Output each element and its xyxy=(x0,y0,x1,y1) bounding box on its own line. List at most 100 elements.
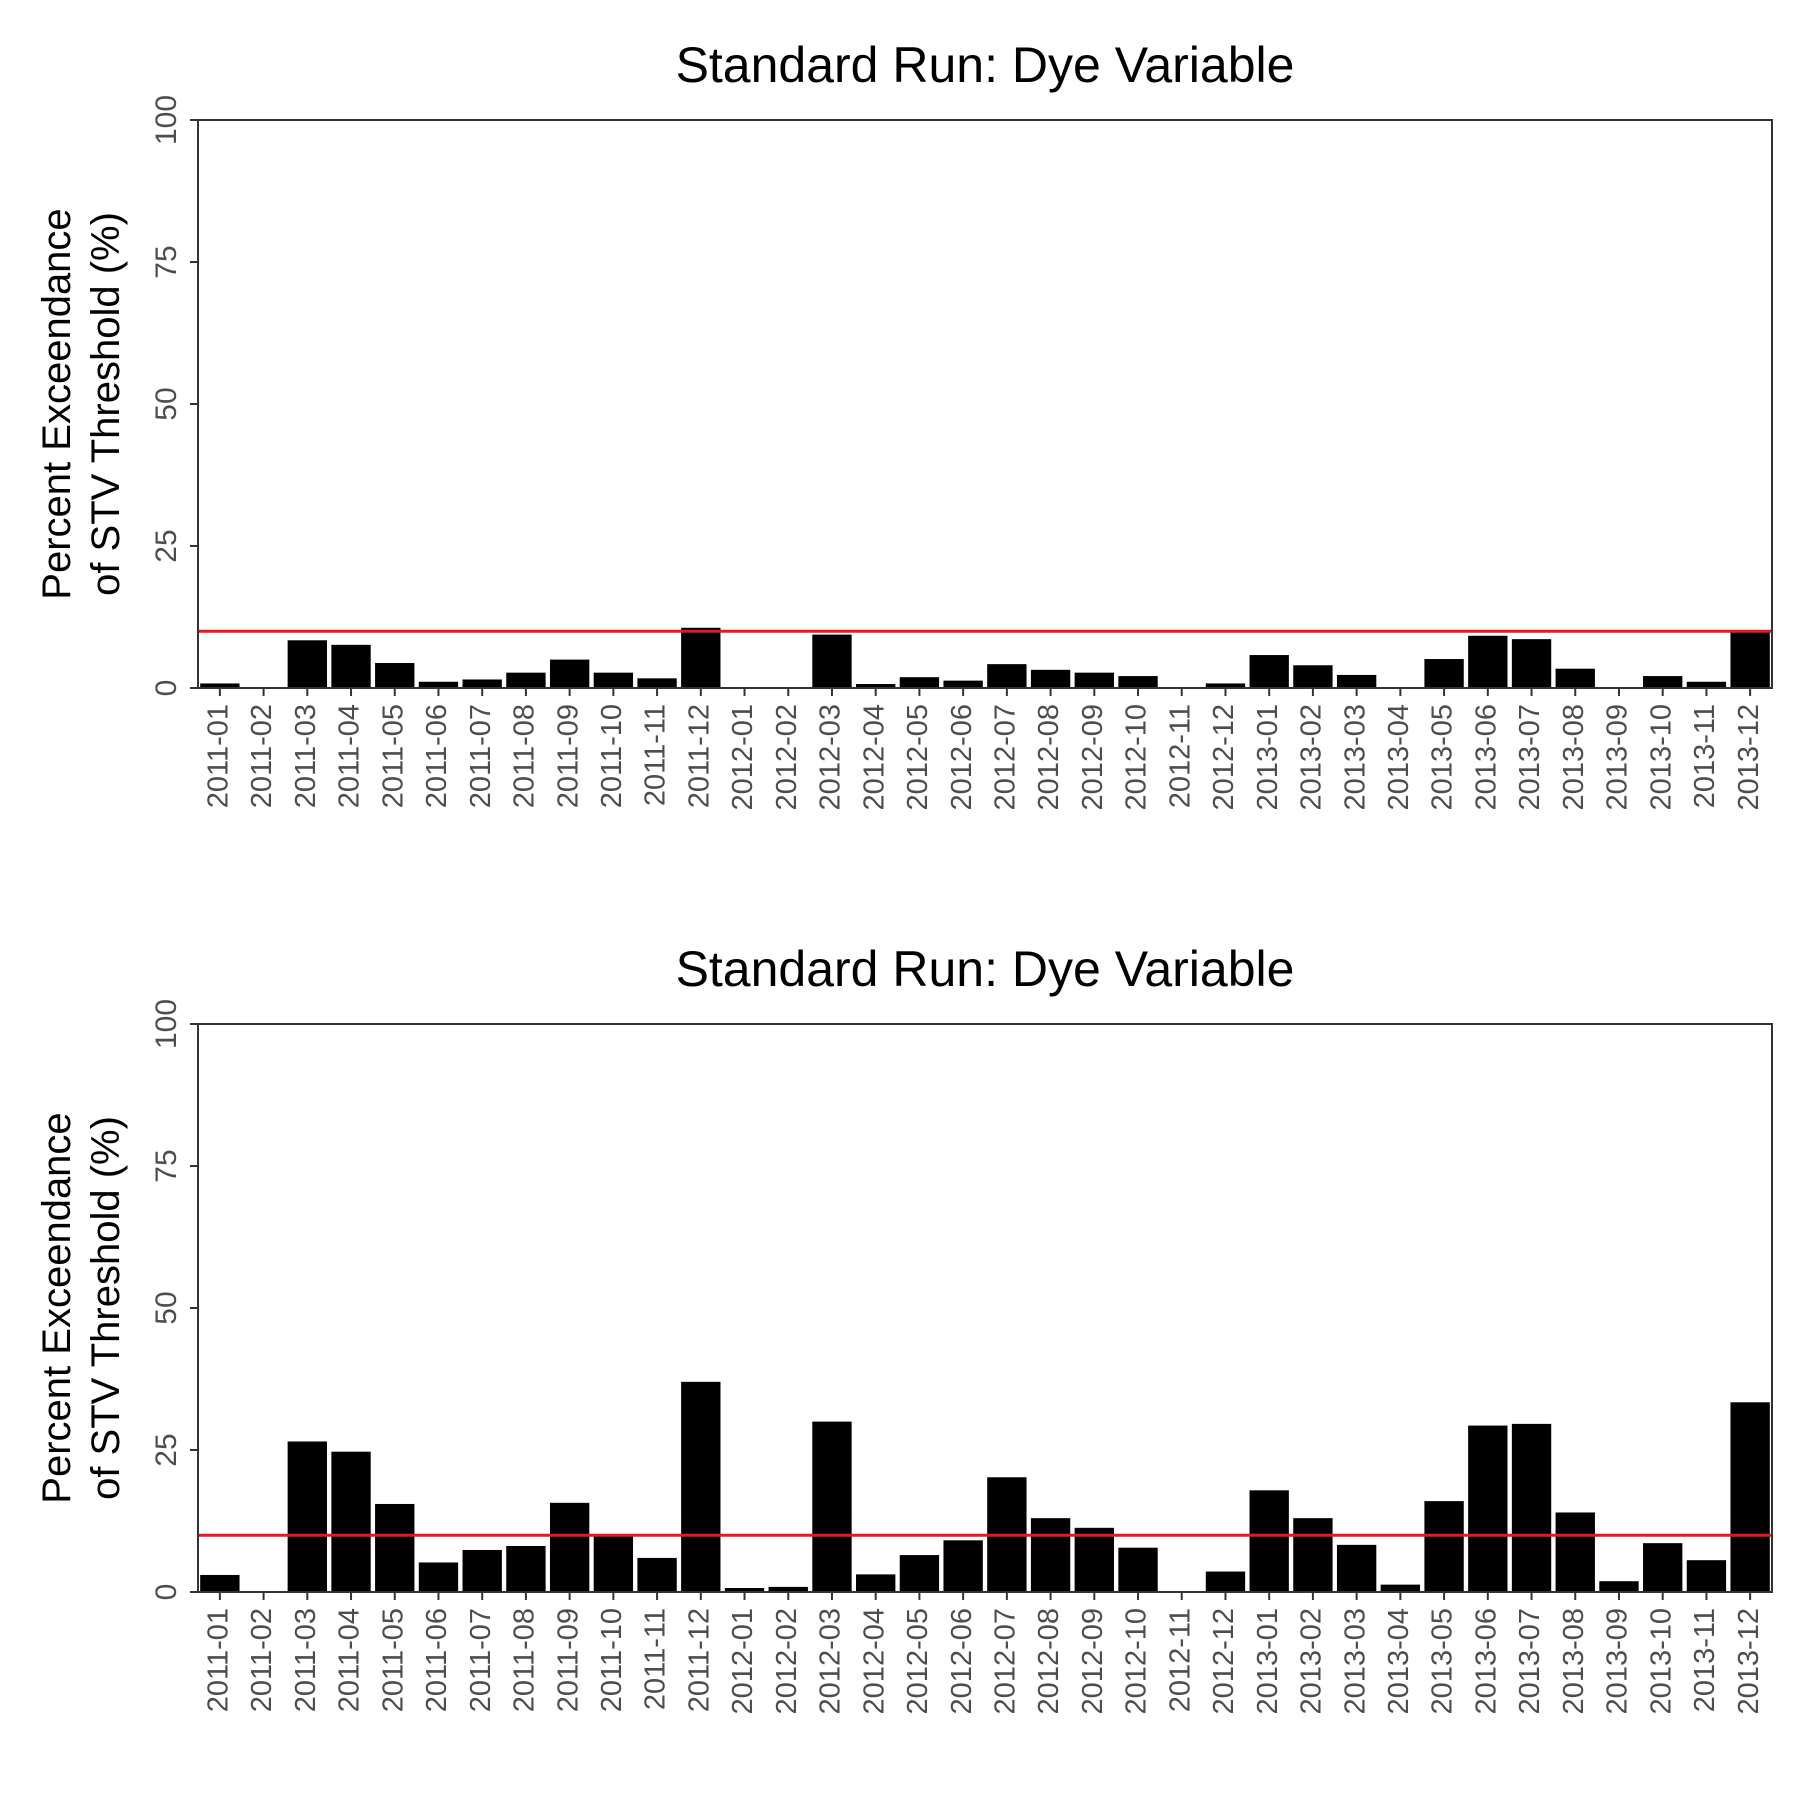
x-tick-label: 2012-02 xyxy=(771,704,803,810)
x-tick-label: 2013-09 xyxy=(1602,1608,1634,1714)
x-tick-label: 2012-06 xyxy=(946,1608,978,1714)
bar xyxy=(1643,676,1683,688)
bar xyxy=(418,681,459,688)
x-tick-label: 2013-06 xyxy=(1470,704,1502,810)
bar xyxy=(812,1421,852,1592)
bar xyxy=(1336,1544,1377,1592)
bar xyxy=(1730,631,1770,688)
x-tick-label: 2013-10 xyxy=(1645,1608,1677,1714)
bar xyxy=(1030,1518,1071,1592)
x-tick-label: 2013-01 xyxy=(1252,1608,1284,1714)
x-tick-label: 2011-07 xyxy=(465,1608,497,1712)
bar xyxy=(462,1549,502,1592)
bar xyxy=(681,1381,721,1592)
bar xyxy=(1205,1571,1246,1592)
x-tick-label: 2011-10 xyxy=(596,1608,628,1712)
y-axis-label-line2: of STV Threshold (%) xyxy=(84,1116,128,1500)
x-tick-label: 2011-06 xyxy=(421,704,453,808)
x-tick-label: 2011-03 xyxy=(290,704,322,808)
x-tick-label: 2013-12 xyxy=(1733,704,1765,810)
x-tick-label: 2013-02 xyxy=(1296,1608,1328,1714)
y-axis-label-line2: of STV Threshold (%) xyxy=(84,212,128,596)
x-tick-label: 2012-01 xyxy=(727,1608,759,1714)
x-tick-label: 2012-05 xyxy=(902,704,934,810)
bar xyxy=(1511,1423,1552,1592)
bar xyxy=(768,1586,808,1592)
bar xyxy=(200,1574,240,1592)
bar xyxy=(331,1451,371,1592)
bar xyxy=(200,683,240,688)
x-tick-label: 2013-03 xyxy=(1339,704,1371,810)
x-tick-label: 2011-05 xyxy=(377,704,409,808)
bar xyxy=(1205,683,1246,688)
x-tick-label: 2012-04 xyxy=(858,1608,890,1714)
chart-top: Standard Run: Dye Variable Percent Exceen… xyxy=(35,37,1773,810)
bar xyxy=(506,672,546,688)
bar xyxy=(899,1555,940,1592)
x-tick-label: 2011-06 xyxy=(421,1608,453,1712)
bar xyxy=(287,1441,327,1592)
x-tick-label: 2013-08 xyxy=(1558,1608,1590,1714)
x-tick-label: 2013-04 xyxy=(1383,704,1415,810)
x-tick-label: 2011-09 xyxy=(552,1608,584,1712)
x-tick-label: 2012-05 xyxy=(902,1608,934,1714)
x-tick-label: 2012-11 xyxy=(1164,704,1196,808)
bar xyxy=(1249,655,1289,688)
x-tick-label: 2011-10 xyxy=(596,704,628,808)
bar xyxy=(1293,1518,1333,1592)
y-tick-label: 0 xyxy=(150,1584,183,1601)
y-tick-label: 50 xyxy=(150,1291,183,1324)
bar xyxy=(1074,672,1114,688)
bar xyxy=(1293,665,1333,688)
bar xyxy=(681,627,721,688)
bar xyxy=(1730,1402,1770,1592)
bar xyxy=(637,1557,677,1592)
x-tick-label: 2012-04 xyxy=(858,704,890,810)
bar xyxy=(1030,669,1071,688)
bar xyxy=(1424,1501,1464,1592)
y-tick-label: 25 xyxy=(150,1433,183,1466)
bar xyxy=(1686,1560,1727,1592)
bar xyxy=(549,659,590,688)
x-tick-label: 2012-10 xyxy=(1121,1608,1153,1714)
x-tick-label: 2012-02 xyxy=(771,1608,803,1714)
x-tick-label: 2013-03 xyxy=(1339,1608,1371,1714)
x-tick-label: 2011-08 xyxy=(509,1608,541,1712)
bar xyxy=(1074,1527,1114,1592)
x-tick-label: 2011-12 xyxy=(683,704,715,808)
bar xyxy=(506,1545,546,1592)
bar xyxy=(331,644,371,688)
x-tick-label: 2013-12 xyxy=(1733,1608,1765,1714)
y-tick-label: 50 xyxy=(150,387,183,420)
x-tick-label: 2011-12 xyxy=(683,1608,715,1712)
x-tick-label: 2011-05 xyxy=(377,1608,409,1712)
x-tick-label: 2012-09 xyxy=(1077,704,1109,810)
x-tick-label: 2011-02 xyxy=(246,1608,278,1712)
bar xyxy=(1468,1425,1508,1592)
x-tick-label: 2011-03 xyxy=(290,1608,322,1712)
x-tick-label: 2013-06 xyxy=(1470,1608,1502,1714)
y-axis-label-line1: Percent Exceendance xyxy=(35,1112,79,1503)
x-tick-label: 2013-07 xyxy=(1514,704,1546,810)
y-tick-label: 25 xyxy=(150,529,183,562)
x-tick-label: 2012-07 xyxy=(990,1608,1022,1714)
x-tick-label: 2012-12 xyxy=(1208,1608,1240,1714)
bar xyxy=(549,1502,590,1592)
bar xyxy=(1468,635,1508,688)
bar xyxy=(856,684,896,688)
bar xyxy=(593,672,634,688)
x-tick-label: 2012-03 xyxy=(815,704,847,810)
x-tick-label: 2012-03 xyxy=(815,1608,847,1714)
x-tick-label: 2013-04 xyxy=(1383,1608,1415,1714)
bar xyxy=(375,1503,415,1592)
x-tick-label: 2013-05 xyxy=(1427,704,1459,810)
bar xyxy=(593,1536,634,1592)
bar xyxy=(1424,659,1464,688)
bar xyxy=(1380,1584,1421,1592)
y-tick-label: 75 xyxy=(150,1149,183,1182)
x-tick-label: 2011-08 xyxy=(509,704,541,808)
bar xyxy=(637,678,677,688)
x-tick-label: 2013-09 xyxy=(1602,704,1634,810)
x-tick-label: 2012-10 xyxy=(1121,704,1153,810)
bar xyxy=(1118,676,1158,688)
